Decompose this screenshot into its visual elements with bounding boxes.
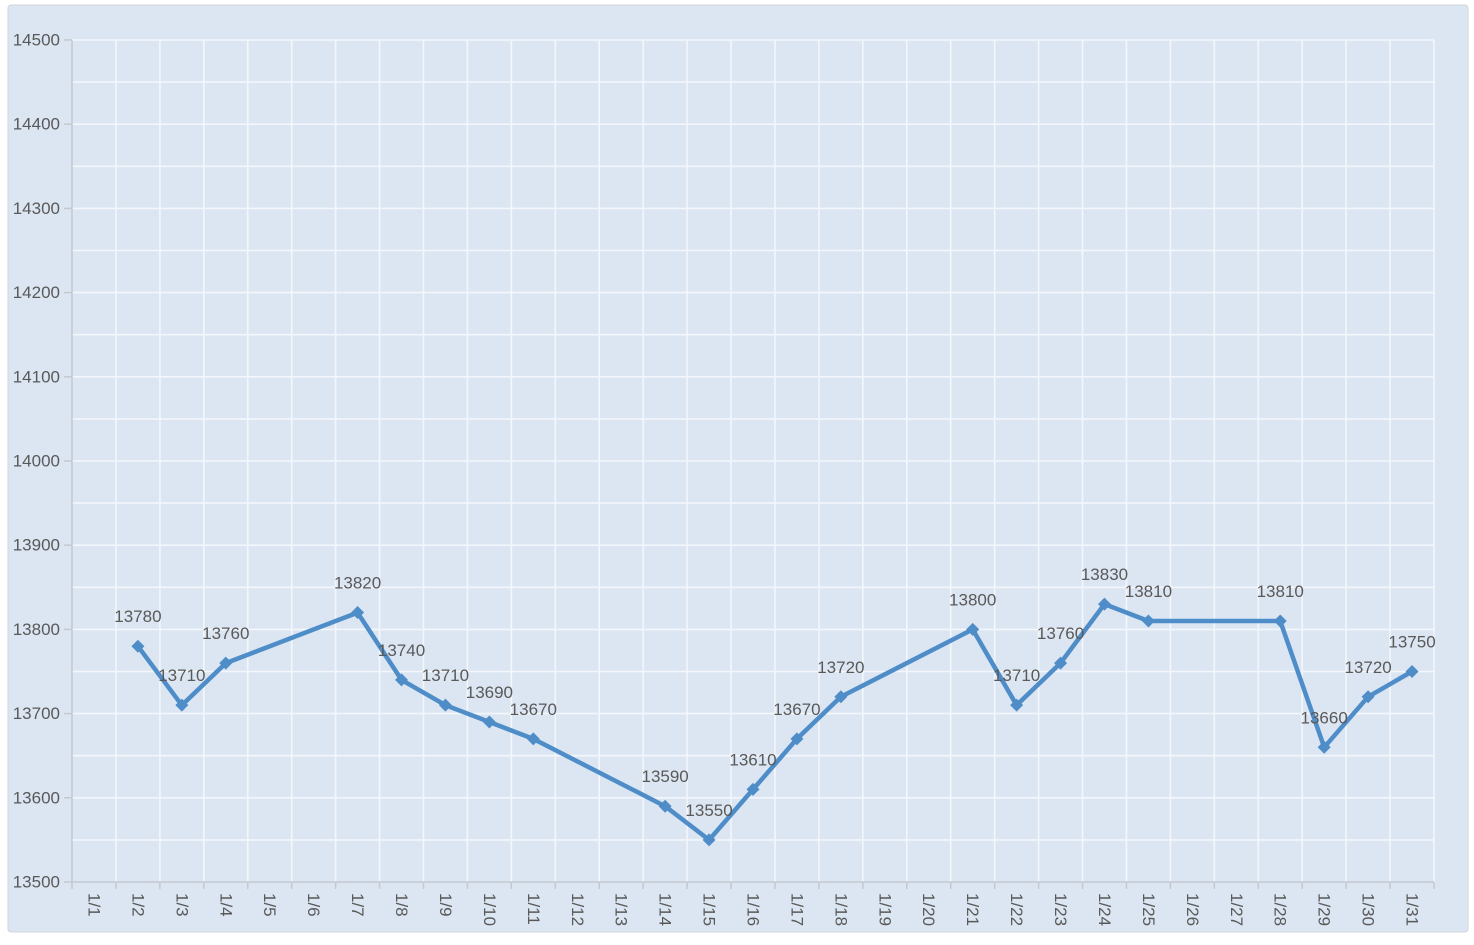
data-point-1-22[interactable]	[1010, 698, 1024, 712]
x-axis-label-1-16: 1/16	[744, 893, 763, 926]
data-point-1-17[interactable]	[790, 732, 804, 746]
x-axis-label-1-17: 1/17	[787, 893, 806, 926]
data-point-1-21[interactable]	[966, 622, 980, 636]
data-point-1-10[interactable]	[482, 715, 496, 729]
x-axis-label-1-1: 1/1	[84, 893, 103, 917]
data-label-1-25: 13810	[1125, 582, 1172, 601]
x-axis-label-1-28: 1/28	[1271, 893, 1290, 926]
x-axis-label-1-8: 1/8	[392, 893, 411, 917]
series-markers-group	[131, 597, 1419, 847]
x-axis-label-1-7: 1/7	[348, 893, 367, 917]
x-axis-label-1-10: 1/10	[480, 893, 499, 926]
x-axis-label-1-12: 1/12	[568, 893, 587, 926]
data-point-1-14[interactable]	[658, 799, 672, 813]
data-point-1-8[interactable]	[395, 673, 409, 687]
data-point-1-18[interactable]	[834, 690, 848, 704]
y-axis-label: 13500	[13, 873, 60, 892]
data-label-1-14: 13590	[641, 767, 688, 786]
x-axis-label-1-30: 1/30	[1359, 893, 1378, 926]
x-axis-label-1-19: 1/19	[875, 893, 894, 926]
y-axis-label: 14400	[13, 115, 60, 134]
x-axis-label-1-25: 1/25	[1139, 893, 1158, 926]
x-axis-label-1-15: 1/15	[700, 893, 719, 926]
x-axis-label-1-20: 1/20	[919, 893, 938, 926]
x-axis-label-1-13: 1/13	[612, 893, 631, 926]
chart-area-background[interactable]	[7, 4, 1469, 933]
y-axis-label: 14100	[13, 367, 60, 386]
data-label-1-29: 13660	[1301, 708, 1348, 727]
data-point-1-4[interactable]	[219, 656, 233, 670]
x-axis-label-1-22: 1/22	[1007, 893, 1026, 926]
vertical-gridlines-group	[115, 40, 1435, 882]
data-label-1-11: 13670	[510, 700, 557, 719]
data-label-1-3: 13710	[158, 666, 205, 685]
horizontal-gridlines-group	[72, 39, 1434, 841]
y-axis-label: 14200	[13, 283, 60, 302]
data-label-1-9: 13710	[422, 666, 469, 685]
y-axis-label: 14000	[13, 452, 60, 471]
data-label-1-30: 13720	[1344, 658, 1391, 677]
data-label-1-22: 13710	[993, 666, 1040, 685]
data-point-1-24[interactable]	[1097, 597, 1111, 611]
data-labels-group: 1378013710137601382013740137101369013670…	[114, 565, 1435, 820]
y-axis-label: 13900	[13, 536, 60, 555]
data-label-1-4: 13760	[202, 624, 249, 643]
data-point-1-29[interactable]	[1317, 740, 1331, 754]
y-axis-label: 14500	[13, 31, 60, 50]
data-point-1-11[interactable]	[526, 732, 540, 746]
data-label-1-8: 13740	[378, 641, 425, 660]
data-label-1-21: 13800	[949, 590, 996, 609]
x-axis-label-1-26: 1/26	[1183, 893, 1202, 926]
data-point-1-2[interactable]	[131, 639, 145, 653]
data-point-1-9[interactable]	[438, 698, 452, 712]
data-label-1-23: 13760	[1037, 624, 1084, 643]
data-label-1-7: 13820	[334, 574, 381, 593]
data-label-1-16: 13610	[729, 750, 776, 769]
data-point-1-3[interactable]	[175, 698, 189, 712]
series-line[interactable]	[135, 601, 1415, 843]
data-point-1-15[interactable]	[702, 833, 716, 847]
x-axis-label-1-29: 1/29	[1315, 893, 1334, 926]
x-axis-label-1-23: 1/23	[1051, 893, 1070, 926]
data-point-1-30[interactable]	[1361, 690, 1375, 704]
data-label-1-24: 13830	[1081, 565, 1128, 584]
x-axis-label-1-3: 1/3	[172, 893, 191, 917]
data-point-1-31[interactable]	[1405, 665, 1419, 678]
data-point-1-23[interactable]	[1054, 656, 1068, 670]
data-point-1-7[interactable]	[351, 606, 365, 620]
y-axis-label: 13700	[13, 704, 60, 723]
data-label-1-18: 13720	[817, 658, 864, 677]
data-point-1-16[interactable]	[746, 782, 760, 796]
x-axis-labels-group: 1/1 1/2 1/3 1/4 1/5 1/6 1/7 1/8 1/9 1/10 1/11 1/12 1…	[84, 893, 1421, 926]
y-axis-label: 13800	[13, 620, 60, 639]
x-axis-label-1-11: 1/11	[524, 893, 543, 925]
x-axis-label-1-21: 1/21	[963, 893, 982, 926]
x-axis-label-1-2: 1/2	[128, 893, 147, 917]
data-label-1-31: 13750	[1388, 633, 1435, 652]
x-axis-label-1-31: 1/31	[1403, 893, 1422, 926]
data-point-1-25[interactable]	[1141, 614, 1155, 628]
x-axis-label-1-24: 1/24	[1095, 893, 1114, 926]
y-axis-labels-group: 13500 13600 13700 13800 13900 14000 14100 14200…	[13, 31, 72, 892]
x-axis-ticks-group	[71, 882, 1435, 889]
x-axis-label-1-4: 1/4	[216, 893, 235, 917]
x-axis-label-1-9: 1/9	[436, 893, 455, 917]
y-axis-label: 14300	[13, 199, 60, 218]
x-axis-label-1-18: 1/18	[831, 893, 850, 926]
data-label-1-10: 13690	[466, 683, 513, 702]
data-label-1-15: 13550	[685, 801, 732, 820]
data-label-1-2: 13780	[114, 607, 161, 626]
x-axis-label-1-27: 1/27	[1227, 893, 1246, 926]
x-axis-label-1-14: 1/14	[656, 893, 675, 926]
data-label-1-17: 13670	[773, 700, 820, 719]
data-point-1-28[interactable]	[1273, 614, 1287, 628]
x-axis-label-1-5: 1/5	[260, 893, 279, 917]
y-axis-label: 13600	[13, 788, 60, 807]
x-axis-label-1-6: 1/6	[304, 893, 323, 917]
data-label-1-28: 13810	[1257, 582, 1304, 601]
